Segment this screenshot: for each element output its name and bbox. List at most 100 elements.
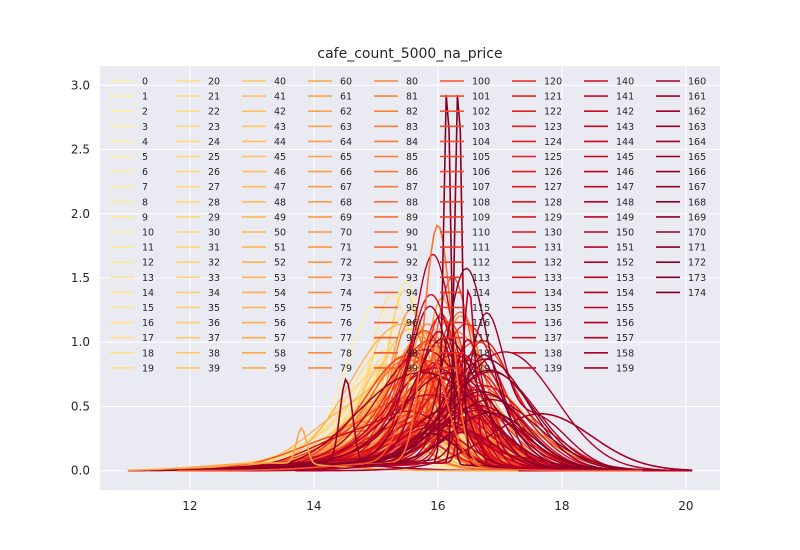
legend-label-55: 55 [274, 303, 286, 314]
legend-label-106: 106 [472, 167, 490, 178]
legend-label-163: 163 [688, 122, 706, 133]
legend-label-85: 85 [406, 152, 418, 163]
legend-label-132: 132 [544, 258, 562, 269]
legend-label-94: 94 [406, 288, 418, 299]
legend-label-61: 61 [340, 92, 352, 103]
legend-label-160: 160 [688, 77, 706, 88]
legend-label-142: 142 [616, 107, 634, 118]
legend-label-53: 53 [274, 273, 286, 284]
legend-label-172: 172 [688, 258, 706, 269]
legend-label-10: 10 [142, 228, 154, 239]
chart-title: cafe_count_5000_na_price [317, 46, 502, 62]
legend-label-126: 126 [544, 167, 562, 178]
legend-label-36: 36 [208, 318, 220, 329]
legend-label-86: 86 [406, 167, 418, 178]
legend-label-68: 68 [340, 197, 352, 208]
legend-label-146: 146 [616, 167, 634, 178]
series-line-158 [295, 412, 693, 472]
legend-label-157: 157 [616, 333, 634, 344]
legend-label-96: 96 [406, 318, 418, 329]
legend-label-80: 80 [406, 77, 418, 88]
legend-label-116: 116 [472, 318, 490, 329]
legend-label-47: 47 [274, 182, 286, 193]
legend-label-75: 75 [340, 303, 352, 314]
legend-label-152: 152 [616, 258, 634, 269]
legend-label-6: 6 [142, 167, 148, 178]
legend-label-5: 5 [142, 152, 148, 163]
legend: 0123456789101112131415161718192021222324… [110, 77, 706, 374]
legend-label-140: 140 [616, 77, 634, 88]
legend-label-20: 20 [208, 77, 220, 88]
legend-label-44: 44 [274, 137, 286, 148]
y-tick-label: 0.5 [71, 399, 90, 413]
legend-label-122: 122 [544, 107, 562, 118]
legend-label-27: 27 [208, 182, 220, 193]
legend-label-162: 162 [688, 107, 706, 118]
legend-label-77: 77 [340, 333, 352, 344]
legend-label-40: 40 [274, 77, 286, 88]
legend-label-39: 39 [208, 363, 220, 374]
legend-label-158: 158 [616, 348, 634, 359]
legend-label-70: 70 [340, 228, 352, 239]
legend-label-97: 97 [406, 333, 418, 344]
x-tick-label: 20 [678, 499, 693, 513]
legend-label-100: 100 [472, 77, 490, 88]
legend-label-108: 108 [472, 197, 490, 208]
legend-label-59: 59 [274, 363, 286, 374]
legend-label-164: 164 [688, 137, 706, 148]
legend-label-62: 62 [340, 107, 352, 118]
legend-label-67: 67 [340, 182, 352, 193]
legend-label-169: 169 [688, 212, 706, 223]
legend-label-82: 82 [406, 107, 418, 118]
legend-label-168: 168 [688, 197, 706, 208]
legend-label-91: 91 [406, 243, 418, 254]
legend-label-156: 156 [616, 318, 634, 329]
legend-label-52: 52 [274, 258, 286, 269]
legend-label-26: 26 [208, 167, 220, 178]
legend-label-37: 37 [208, 333, 220, 344]
x-axis: 12 14 16 18 20 [182, 499, 693, 513]
legend-label-31: 31 [208, 243, 220, 254]
legend-label-46: 46 [274, 167, 286, 178]
legend-label-24: 24 [208, 137, 220, 148]
legend-label-170: 170 [688, 228, 706, 239]
legend-label-139: 139 [544, 363, 562, 374]
legend-label-105: 105 [472, 152, 490, 163]
legend-label-74: 74 [340, 288, 352, 299]
legend-label-113: 113 [472, 273, 490, 284]
legend-label-22: 22 [208, 107, 220, 118]
x-tick-label: 12 [182, 499, 197, 513]
legend-label-151: 151 [616, 243, 634, 254]
legend-label-54: 54 [274, 288, 286, 299]
legend-label-17: 17 [142, 333, 154, 344]
legend-label-29: 29 [208, 212, 220, 223]
legend-label-171: 171 [688, 243, 706, 254]
legend-label-28: 28 [208, 197, 220, 208]
legend-label-87: 87 [406, 182, 418, 193]
legend-label-117: 117 [472, 333, 490, 344]
legend-label-65: 65 [340, 152, 352, 163]
legend-label-32: 32 [208, 258, 220, 269]
legend-label-78: 78 [340, 348, 352, 359]
legend-label-69: 69 [340, 212, 352, 223]
legend-label-112: 112 [472, 258, 490, 269]
legend-label-103: 103 [472, 122, 490, 133]
y-tick-label: 3.0 [71, 78, 90, 92]
legend-label-12: 12 [142, 258, 154, 269]
legend-label-71: 71 [340, 243, 352, 254]
legend-label-159: 159 [616, 363, 634, 374]
legend-label-84: 84 [406, 137, 418, 148]
legend-label-130: 130 [544, 228, 562, 239]
legend-label-131: 131 [544, 243, 562, 254]
legend-label-25: 25 [208, 152, 220, 163]
legend-label-95: 95 [406, 303, 418, 314]
legend-label-50: 50 [274, 228, 286, 239]
y-tick-label: 1.0 [71, 335, 90, 349]
y-tick-label: 1.5 [71, 271, 90, 285]
legend-label-57: 57 [274, 333, 286, 344]
y-tick-label: 0.0 [71, 464, 90, 478]
legend-label-4: 4 [142, 137, 148, 148]
legend-label-134: 134 [544, 288, 562, 299]
series-line-60 [127, 426, 519, 472]
curves [127, 94, 693, 472]
